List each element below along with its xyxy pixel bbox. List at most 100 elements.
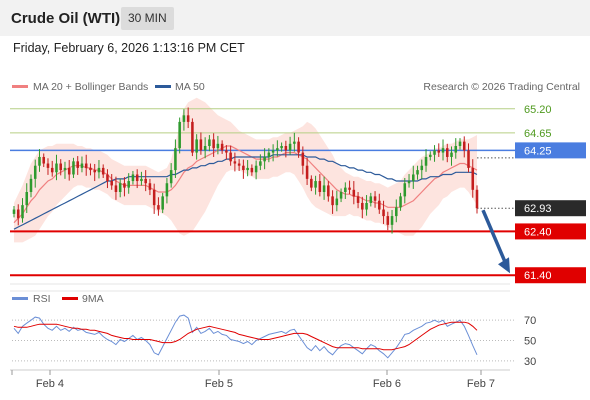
candle-body: [429, 154, 432, 157]
candle-body: [16, 209, 20, 219]
candle-body: [373, 196, 377, 201]
rsi-ma-legend-swatch: [62, 297, 78, 300]
forecast-arrow-head: [498, 257, 510, 274]
candle-body: [259, 161, 262, 166]
candle-body: [445, 148, 449, 157]
candle-body: [420, 165, 424, 171]
candle-body: [471, 167, 475, 190]
candle-body: [254, 165, 258, 173]
level-tag-support: [515, 267, 586, 284]
candle-body: [441, 148, 445, 153]
forecast-arrow-shaft: [481, 209, 508, 265]
rsi-panel: 70 50 30: [10, 290, 536, 368]
level-label-pivot: 64.25: [524, 145, 552, 157]
level-label-support: 61.40: [524, 270, 552, 282]
candle-body: [450, 152, 453, 157]
candle-body: [21, 205, 24, 219]
candle-body: [50, 167, 54, 173]
candle-body: [216, 143, 220, 149]
candle-body: [110, 181, 113, 186]
timeframe-badge[interactable]: 30 MIN: [121, 7, 174, 30]
candle-body: [462, 141, 466, 151]
candle-body: [335, 198, 339, 206]
candle-body: [378, 200, 381, 210]
candle-body: [467, 150, 470, 168]
candle-body: [365, 202, 368, 210]
candle-body: [356, 196, 360, 203]
candle-body: [203, 146, 207, 151]
candle-body: [267, 152, 271, 157]
candle-body: [191, 121, 194, 153]
candle-body: [271, 150, 275, 153]
candle-body: [97, 167, 101, 173]
candle-body: [38, 156, 41, 166]
rsi-legend-label: RSI: [33, 293, 51, 305]
candle-body: [242, 165, 245, 171]
candle-body: [339, 192, 343, 199]
candle-body: [284, 146, 288, 151]
candle-body: [403, 183, 407, 197]
candle-body: [148, 183, 152, 190]
rsi-ma-line: [13, 321, 478, 351]
candle-body: [327, 185, 330, 197]
candle-body: [118, 183, 122, 192]
candle-body: [169, 170, 173, 184]
candle-body: [293, 141, 296, 144]
candle-body: [76, 161, 79, 168]
candle-body: [195, 139, 198, 153]
candle-body: [106, 174, 109, 182]
level-tag-pivot: [515, 142, 586, 159]
instrument-title: Crude Oil (WTI): [11, 10, 121, 27]
candle-body: [42, 156, 46, 164]
candle-body: [352, 189, 356, 197]
candle-body: [25, 192, 29, 206]
candle-body: [127, 181, 130, 188]
candle-body: [344, 187, 347, 192]
rsi-tick-label: 50: [524, 336, 536, 348]
candle-body: [72, 161, 75, 175]
candle-body: [263, 156, 266, 162]
candle-body: [407, 181, 411, 184]
candle-body: [101, 167, 105, 175]
ma20-legend-swatch: [12, 85, 28, 88]
candle-body: [186, 115, 190, 122]
ma50-line: [13, 154, 478, 230]
candle-body: [55, 163, 58, 173]
price-labels-layer: 65.20 64.65 64.25 62.40 61.40 62.93: [481, 104, 586, 284]
copyright-text: Research © 2026 Trading Central: [423, 81, 580, 93]
rsi-line: [13, 314, 478, 359]
rsi-ma-legend-label: 9MA: [82, 293, 104, 305]
chart-header: Crude Oil (WTI) 30 MIN: [0, 0, 590, 36]
candle-body: [458, 141, 462, 146]
candle-body: [165, 183, 169, 197]
candle-body: [348, 187, 351, 190]
key-levels-layer: [10, 108, 515, 277]
candle-body: [131, 174, 135, 182]
candle-body: [144, 178, 147, 184]
level-label-resistance: 64.65: [524, 128, 552, 140]
candle-body: [93, 170, 96, 173]
candle-body: [390, 216, 394, 225]
candle-body: [237, 163, 241, 166]
candle-body: [233, 161, 237, 164]
current-price-tag: [515, 200, 586, 217]
candle-body: [246, 167, 249, 171]
time-axis-label: Feb 6: [373, 378, 401, 390]
candle-body: [178, 121, 181, 149]
candle-body: [208, 139, 211, 146]
candle-body: [59, 163, 62, 171]
candle-body: [152, 189, 156, 206]
candle-body: [361, 202, 364, 210]
candle-body: [63, 167, 67, 171]
candle-body: [84, 163, 88, 168]
candle-body: [382, 209, 385, 217]
candle-body: [199, 139, 203, 151]
level-tag-support: [515, 223, 586, 240]
candle-body: [89, 167, 92, 171]
candle-body: [250, 167, 254, 173]
rsi-legend-swatch: [12, 297, 28, 300]
rsi-tick-label: 30: [524, 356, 536, 368]
candle-body: [114, 185, 118, 192]
candle-body: [475, 189, 479, 209]
